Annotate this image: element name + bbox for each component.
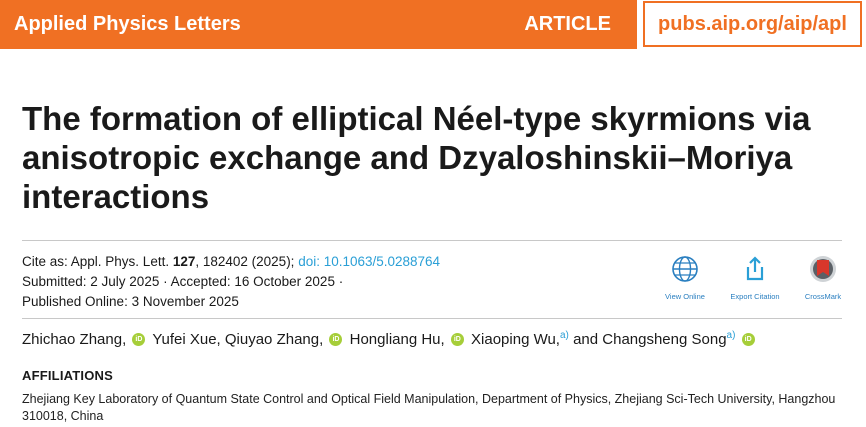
cite-prefix: Cite as: Appl. Phys. Lett. [22, 254, 173, 269]
author-conjunction: and [573, 331, 599, 348]
crossmark-icon [810, 256, 836, 282]
export-icon [746, 256, 764, 281]
journal-name: Applied Physics Letters [14, 13, 241, 35]
affiliation-marker: a) [559, 330, 569, 341]
journal-site-link[interactable]: pubs.aip.org/aip/apl [643, 1, 862, 47]
author-name[interactable]: Changsheng Song [602, 331, 727, 348]
export-citation-label: Export Citation [730, 292, 780, 301]
orcid-icon[interactable]: iD [132, 332, 146, 346]
article-actions: View Online Export Citation CrossMark [655, 254, 855, 304]
author-name[interactable]: Hongliang Hu, [349, 331, 445, 348]
cite-rest: , 182402 (2025); [195, 254, 299, 269]
crossmark-label: CrossMark [804, 292, 842, 301]
affiliation-text: Zhejiang Key Laboratory of Quantum State… [22, 392, 836, 423]
author-list: Zhichao Zhang, iD Yufei Xue, Qiuyao Zhan… [22, 330, 758, 348]
article-title: The formation of elliptical Néel-type sk… [22, 100, 811, 215]
orcid-icon[interactable]: iD [450, 332, 464, 346]
view-online-button[interactable]: View Online [645, 254, 725, 301]
published-line: Published Online: 3 November 2025 [22, 294, 239, 309]
author-name[interactable]: Qiuyao Zhang, [224, 331, 324, 348]
journal-banner: Applied Physics Letters ARTICLE [0, 0, 637, 49]
export-citation-button[interactable]: Export Citation [715, 254, 795, 301]
author-name[interactable]: Zhichao Zhang, [22, 331, 127, 348]
article-type-label: ARTICLE [524, 13, 611, 35]
globe-icon [672, 256, 698, 282]
citation-block: Cite as: Appl. Phys. Lett. 127, 182402 (… [22, 252, 440, 312]
top-divider [22, 240, 842, 241]
orcid-icon[interactable]: iD [741, 332, 755, 346]
submitted-line: Submitted: 2 July 2025 · Accepted: 16 Oc… [22, 274, 344, 289]
authors-divider [22, 318, 842, 319]
cite-volume: 127 [172, 254, 196, 269]
cite-line: Cite as: Appl. Phys. Lett. 127, 182402 (… [22, 252, 440, 272]
crossmark-button[interactable]: CrossMark [783, 254, 863, 301]
doi-link[interactable]: doi: 10.1063/5.0288764 [298, 254, 441, 269]
affiliations-heading: AFFILIATIONS [22, 368, 113, 383]
author-name[interactable]: Xiaoping Wu, [471, 331, 560, 348]
orcid-icon[interactable]: iD [329, 332, 343, 346]
view-online-label: View Online [665, 292, 705, 301]
affiliation-marker: a) [726, 330, 736, 341]
author-name[interactable]: Yufei Xue, [152, 331, 221, 348]
